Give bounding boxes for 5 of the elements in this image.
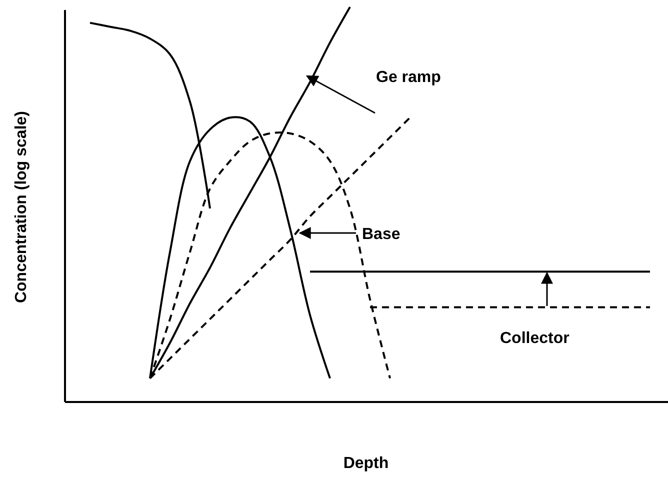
annotation: Ge ramp: [376, 69, 442, 86]
annotation: Collector: [500, 330, 570, 347]
annotation: Base: [362, 226, 400, 243]
x-axis-title: Depth: [343, 455, 389, 472]
y-axis-title: Concentration (log scale): [13, 110, 30, 304]
